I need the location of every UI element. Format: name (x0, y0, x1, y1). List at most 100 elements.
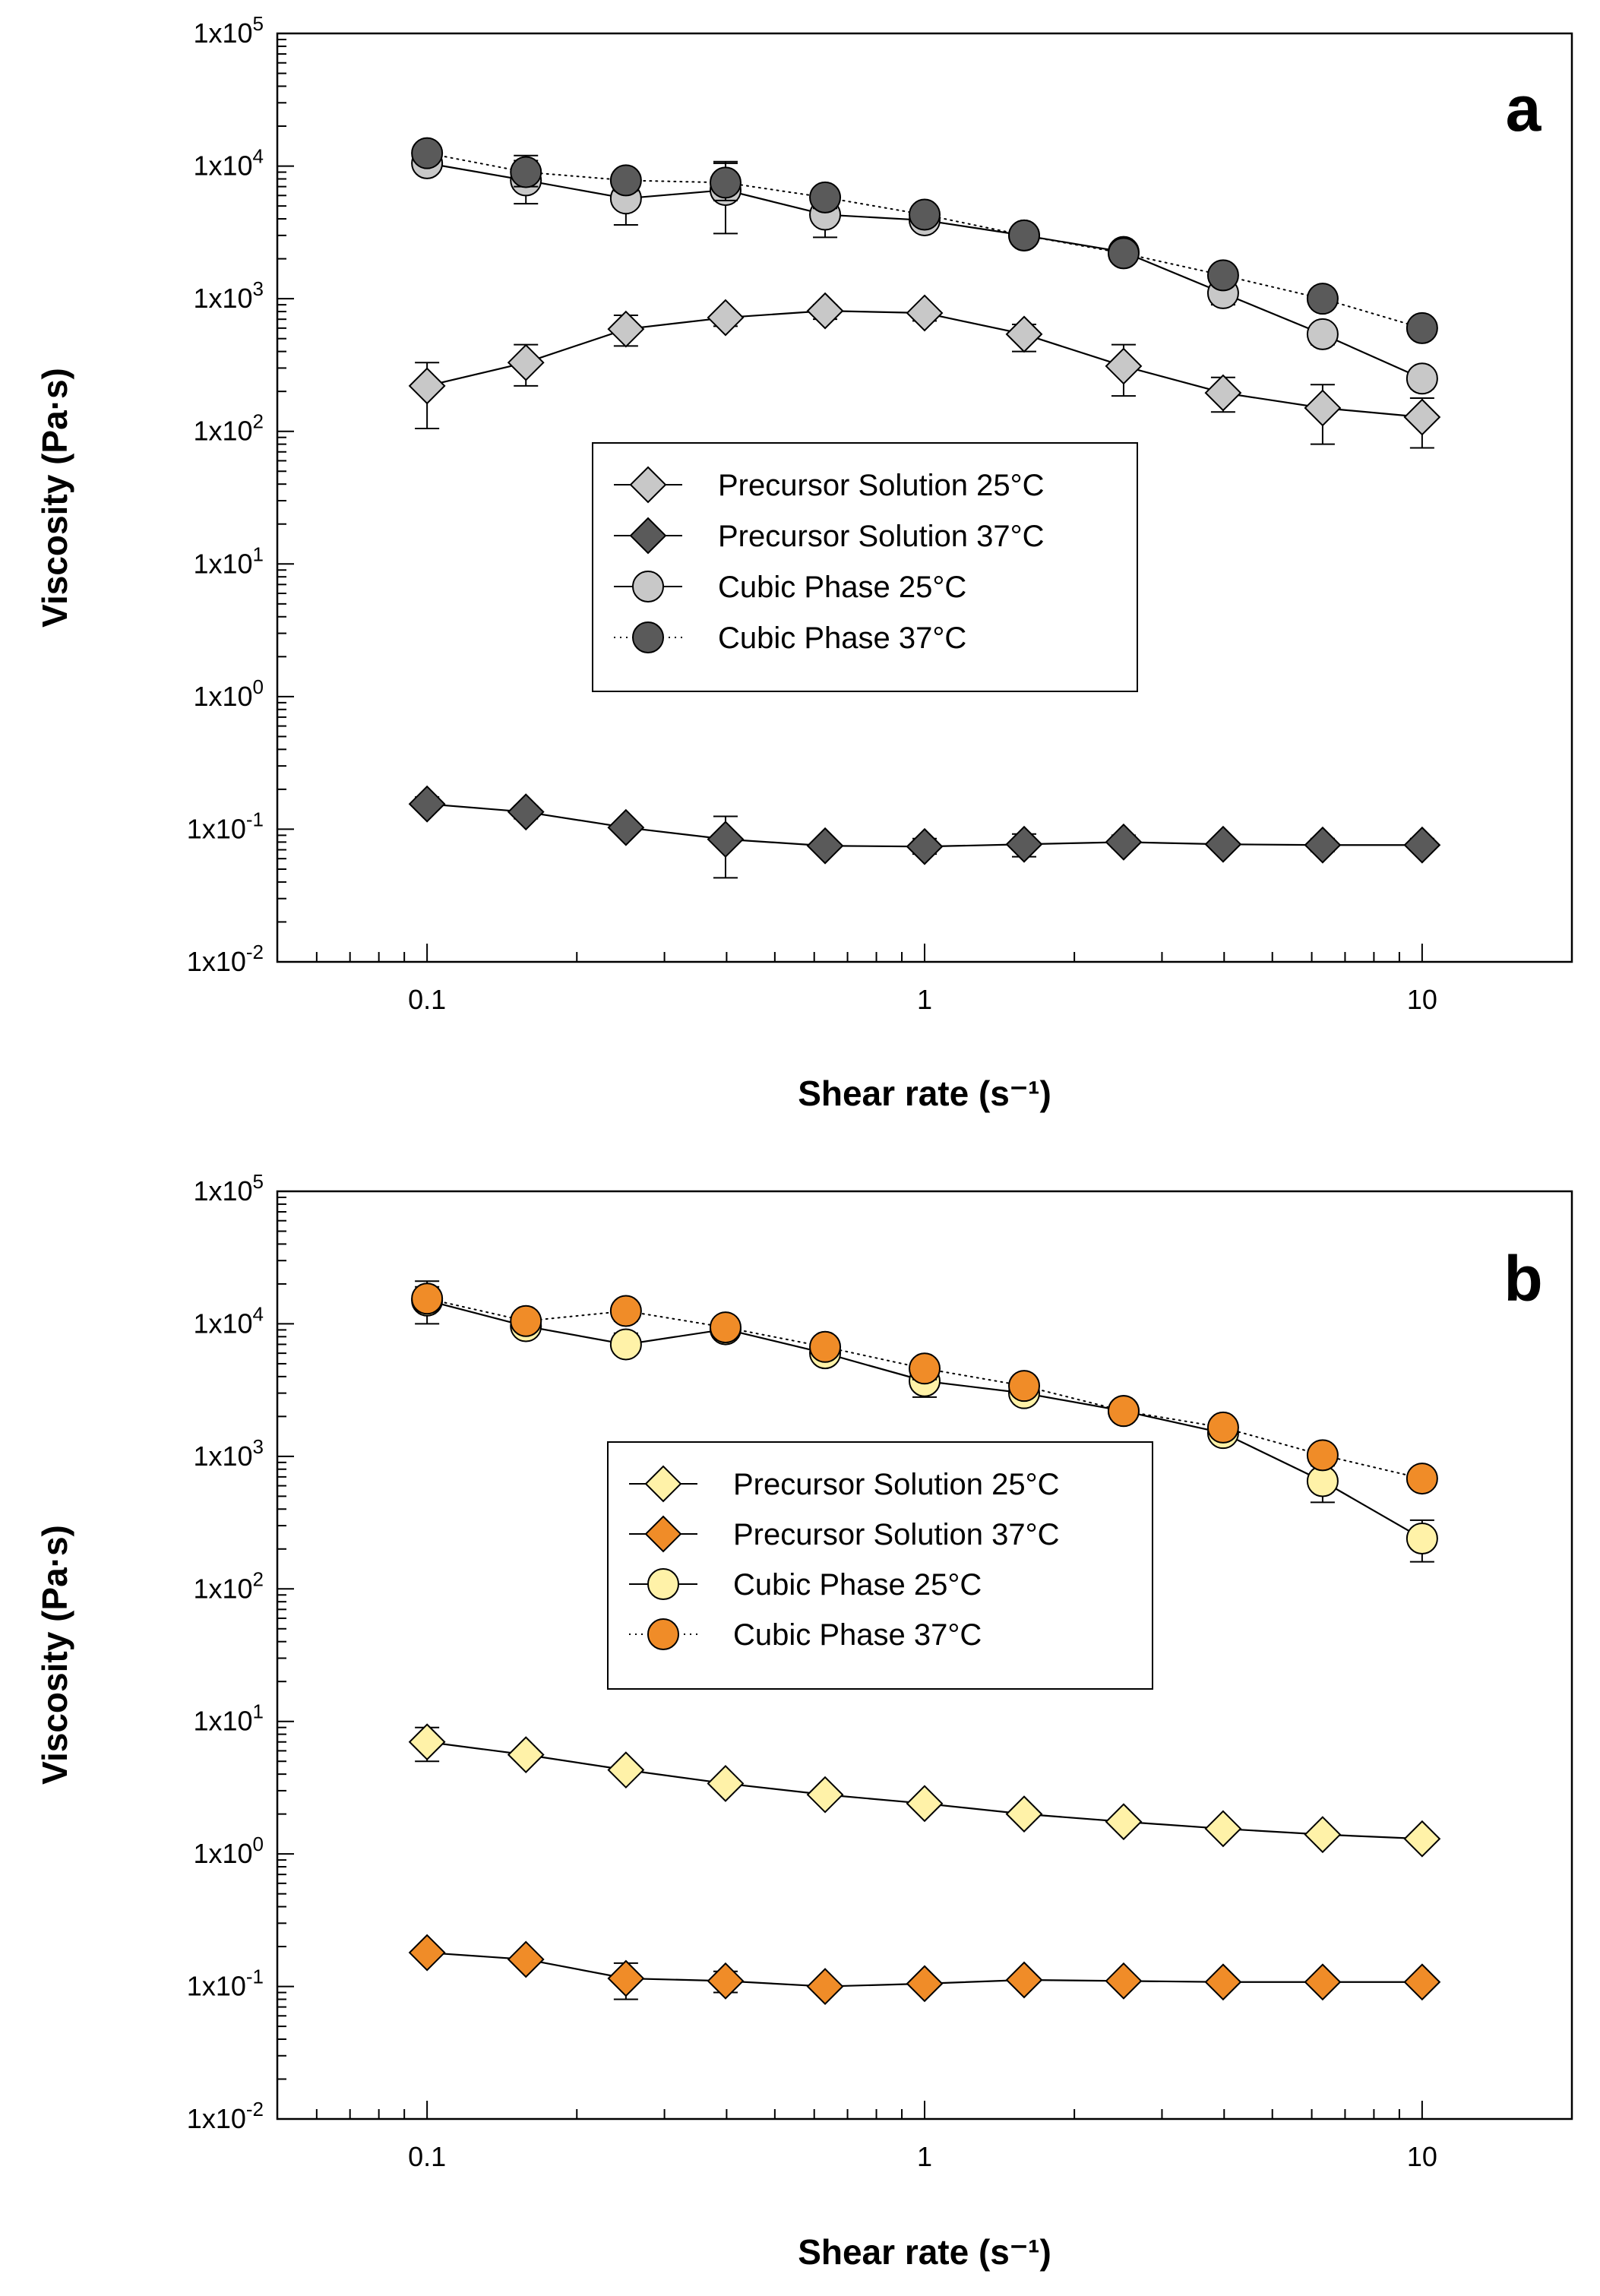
data-point (707, 1962, 745, 2000)
data-point (707, 821, 745, 859)
legend: Precursor Solution 25°C Precursor Solutio… (607, 1441, 1153, 1690)
legend-entry: Precursor Solution 37°C (629, 1515, 1060, 1553)
series-layer (408, 1280, 1441, 2005)
x-tick-label: 10 (1407, 984, 1437, 1015)
data-point (906, 294, 944, 332)
panel-a: 1x10-2 1x10-1 1x100 1x101 1x102 1x103 1x104 1x1… (35, 12, 1573, 1113)
data-point (1306, 283, 1339, 315)
y-tick-label: 1x101 (193, 1700, 264, 1737)
x-tick-label: 1 (917, 2141, 932, 2172)
data-point (607, 1751, 645, 1789)
legend-label: Precursor Solution 37°C (718, 520, 1045, 553)
y-tick-label: 1x105 (193, 1170, 264, 1207)
y-tick-label: 1x10-2 (187, 2098, 264, 2134)
data-point (1304, 389, 1342, 427)
y-tick-labels: 1x10-2 1x10-1 1x100 1x101 1x102 1x103 1x104 1x1… (187, 1170, 264, 2134)
data-point (1105, 347, 1143, 385)
data-point (507, 343, 545, 381)
data-point (1005, 1961, 1043, 1999)
legend: Precursor Solution 25°C Precursor Solutio… (592, 442, 1138, 692)
series-4 (411, 137, 1438, 344)
panel-label: b (1504, 1243, 1542, 1314)
legend-label: Precursor Solution 25°C (718, 469, 1045, 502)
data-point (411, 1282, 444, 1315)
legend-marker (647, 1618, 679, 1650)
data-point (809, 181, 842, 213)
y-tick-label: 1x10-1 (187, 1966, 264, 2002)
data-point (1204, 825, 1242, 863)
legend-box (607, 1441, 1153, 1690)
legend-label: Cubic Phase 25°C (733, 1568, 982, 1602)
y-tick-label: 1x10-1 (187, 808, 264, 844)
x-tick-labels: 0.1 1 10 (408, 2141, 1437, 2172)
x-tick-label: 1 (917, 984, 932, 1015)
data-point (1406, 1522, 1438, 1554)
y-tick-label: 1x102 (193, 410, 264, 447)
y-tick-labels: 1x10-2 1x10-1 1x100 1x101 1x102 1x103 1x104 1x1… (187, 12, 264, 977)
data-point (507, 1736, 545, 1774)
legend-marker (632, 571, 664, 602)
legend-entry: Cubic Phase 25°C (614, 571, 966, 604)
data-point (909, 1352, 941, 1385)
series-2 (408, 1934, 1441, 2005)
data-point (806, 292, 844, 330)
data-point (1406, 362, 1438, 395)
legend-label: Cubic Phase 25°C (718, 571, 966, 604)
legend-box (592, 442, 1138, 692)
data-point (1007, 1370, 1040, 1403)
data-point (609, 1295, 642, 1327)
data-point (607, 808, 645, 846)
data-point (408, 367, 446, 405)
data-point (1206, 1411, 1239, 1444)
axis-ticks (277, 1191, 1573, 2120)
data-point (507, 1940, 545, 1978)
legend-marker (644, 1515, 682, 1553)
x-tick-label: 10 (1407, 2141, 1437, 2172)
panel-b: 1x10-2 1x10-1 1x100 1x101 1x102 1x103 1x104 1x1… (35, 1170, 1573, 2272)
data-point (809, 1330, 842, 1363)
data-point (607, 1959, 645, 1997)
x-tick-label: 0.1 (408, 984, 446, 1015)
series-layer (408, 137, 1441, 879)
data-point (609, 164, 642, 197)
legend-marker (632, 621, 664, 653)
data-point (709, 1311, 742, 1344)
y-tick-label: 1x103 (193, 277, 264, 314)
data-point (1204, 374, 1242, 412)
y-tick-label: 1x103 (193, 1435, 264, 1472)
data-point (408, 1934, 446, 1972)
x-tick-labels: 0.1 1 10 (408, 984, 1437, 1015)
data-point (1403, 1963, 1441, 2001)
data-point (1304, 826, 1342, 864)
data-point (408, 1723, 446, 1761)
data-point (1403, 398, 1441, 436)
legend-marker (644, 1465, 682, 1503)
legend-entry: Precursor Solution 25°C (629, 1465, 1060, 1503)
y-axis-title: Viscosity (Pa·s) (35, 1525, 74, 1785)
legend-entry: Cubic Phase 37°C (614, 621, 966, 655)
data-point (1403, 1820, 1441, 1858)
data-point (1204, 1963, 1242, 2001)
x-axis-title: Shear rate (s⁻¹) (798, 1074, 1051, 1113)
series-2 (408, 785, 1441, 879)
axis-ticks (277, 33, 1573, 963)
data-point (709, 166, 742, 199)
data-point (906, 1965, 944, 2003)
data-point (510, 156, 542, 188)
y-tick-label: 1x102 (193, 1567, 264, 1604)
data-point (408, 785, 446, 823)
data-point (906, 1785, 944, 1823)
data-point (1403, 826, 1441, 864)
data-point (1105, 823, 1143, 861)
legend-label: Cubic Phase 37°C (718, 621, 966, 655)
data-point (1005, 825, 1043, 863)
data-point (411, 137, 444, 169)
data-point (707, 1765, 745, 1802)
data-point (909, 198, 941, 231)
data-point (1204, 1810, 1242, 1848)
series-1 (408, 1723, 1441, 1858)
panel-label: a (1506, 73, 1542, 144)
data-point (1306, 318, 1339, 350)
y-tick-label: 1x105 (193, 12, 264, 49)
